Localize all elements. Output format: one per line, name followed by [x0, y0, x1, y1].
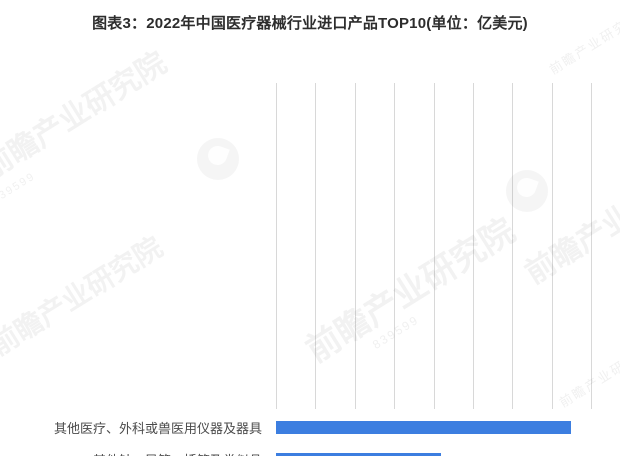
watermark-text: 前瞻产业研究院: [0, 231, 168, 362]
watermark-text: 前瞻产业研究院: [0, 46, 173, 186]
gridline: [276, 83, 277, 409]
category-label: 其他医疗、外科或兽医用仪器及器具: [53, 420, 262, 436]
chart-row: 其他医疗、外科或兽医用仪器及器具: [0, 411, 620, 443]
bar-track: [276, 420, 591, 434]
gridline: [472, 83, 474, 409]
chart-title: 图表3：2022年中国医疗器械行业进口产品TOP10(单位：亿美元): [92, 15, 528, 32]
gridline: [591, 83, 592, 409]
bar: [276, 420, 572, 434]
gridline: [433, 83, 435, 409]
watermark-logo-icon: [197, 138, 239, 180]
gridline: [512, 83, 514, 409]
bar-track: [276, 452, 591, 456]
gridline: [551, 83, 553, 409]
gridline: [394, 83, 396, 409]
watermark-subtext: 839599: [0, 170, 38, 207]
chart-row: 其他针、导管、插管及类似品: [0, 443, 620, 456]
plot-grid: [276, 83, 592, 409]
bar: [276, 452, 441, 456]
gridline: [354, 83, 356, 409]
category-label: 其他针、导管、插管及类似品: [0, 450, 268, 456]
chart-rows: 其他医疗、外科或兽医用仪器及器具其他针、导管、插管及类似品内窥镜眼科用其他仪器及…: [0, 411, 620, 456]
gridline: [315, 83, 317, 409]
